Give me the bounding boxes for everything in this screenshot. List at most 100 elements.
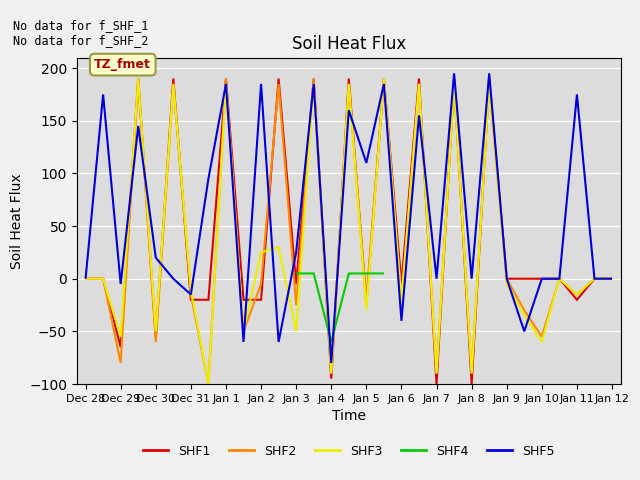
SHF3 [380,76,388,82]
SHF5 [520,328,528,334]
SHF3 [362,307,370,313]
SHF3 [292,328,300,334]
Title: Soil Heat Flux: Soil Heat Flux [292,35,406,53]
SHF1 [362,302,370,308]
SHF2 [82,276,90,282]
SHF5 [608,276,616,282]
SHF3 [275,244,282,250]
Line: SHF4: SHF4 [296,274,384,342]
SHF5 [451,71,458,76]
SHF1 [117,344,125,350]
SHF4 [310,271,317,276]
SHF3 [187,287,195,292]
SHF3 [538,339,546,345]
SHF2 [415,81,423,87]
SHF1 [468,381,476,387]
SHF5 [239,339,247,345]
SHF1 [275,76,282,82]
SHF5 [205,176,212,181]
SHF2 [608,276,616,282]
SHF3 [239,328,247,334]
SHF1 [573,297,580,303]
SHF2 [134,76,142,82]
SHF4 [292,271,300,276]
SHF3 [503,281,511,287]
SHF5 [82,276,90,282]
SHF3 [310,81,317,87]
SHF3 [451,81,458,87]
SHF2 [222,76,230,82]
SHF2 [205,381,212,387]
SHF5 [380,81,388,87]
SHF5 [345,108,353,113]
SHF1 [328,376,335,382]
SHF1 [451,76,458,82]
SHF2 [292,302,300,308]
SHF3 [433,371,440,376]
SHF3 [397,297,405,303]
SHF5 [468,276,476,282]
SHF3 [573,292,580,298]
SHF3 [82,276,90,282]
SHF1 [170,76,177,82]
SHF5 [328,360,335,366]
SHF3 [591,276,598,282]
SHF3 [608,276,616,282]
SHF2 [538,334,546,339]
SHF1 [520,276,528,282]
SHF5 [134,123,142,129]
SHF1 [205,297,212,303]
SHF5 [538,276,546,282]
SHF5 [573,92,580,97]
SHF1 [152,334,159,339]
SHF1 [380,76,388,82]
Line: SHF1: SHF1 [86,79,612,384]
SHF2 [380,76,388,82]
SHF2 [485,81,493,87]
SHF1 [134,76,142,82]
SHF2 [451,81,458,87]
SHF1 [591,276,598,282]
SHF5 [187,292,195,298]
SHF1 [415,76,423,82]
SHF2 [187,292,195,298]
SHF2 [362,297,370,303]
SHF5 [117,281,125,287]
SHF1 [222,76,230,82]
SHF3 [134,76,142,82]
SHF2 [117,360,125,366]
Line: SHF3: SHF3 [86,79,612,384]
SHF3 [556,276,563,282]
SHF2 [99,276,107,282]
SHF5 [292,250,300,255]
SHF3 [328,371,335,376]
SHF1 [503,276,511,282]
SHF3 [205,381,212,387]
SHF2 [503,276,511,282]
Line: SHF2: SHF2 [86,79,612,384]
SHF5 [362,160,370,166]
SHF2 [170,81,177,87]
SHF5 [485,71,493,76]
SHF2 [573,292,580,298]
SHF2 [520,307,528,313]
SHF3 [99,276,107,282]
SHF2 [328,371,335,376]
SHF3 [345,81,353,87]
SHF2 [310,76,317,82]
SHF3 [117,334,125,339]
SHF5 [152,255,159,261]
Legend: SHF1, SHF2, SHF3, SHF4, SHF5: SHF1, SHF2, SHF3, SHF4, SHF5 [138,440,560,463]
SHF5 [170,276,177,282]
SHF1 [608,276,616,282]
SHF5 [503,276,511,282]
SHF3 [485,81,493,87]
SHF5 [415,113,423,119]
SHF4 [345,271,353,276]
SHF4 [362,271,370,276]
SHF5 [310,81,317,87]
SHF3 [520,312,528,318]
SHF4 [328,339,335,345]
SHF2 [152,339,159,345]
Text: TZ_fmet: TZ_fmet [94,58,151,71]
